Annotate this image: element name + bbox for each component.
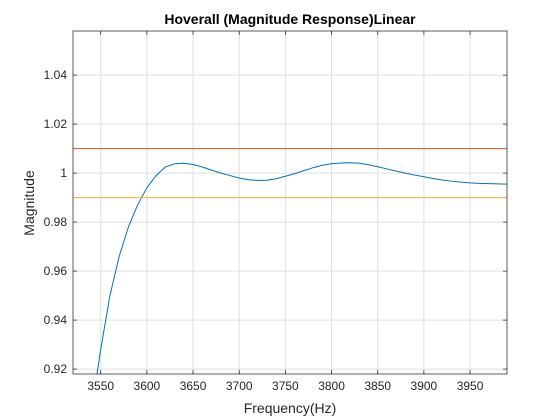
x-tick-label: 3550 [87, 379, 114, 393]
x-tick-label: 3750 [272, 379, 299, 393]
x-tick-label: 3850 [364, 379, 391, 393]
y-tick-label: 0.94 [44, 313, 68, 327]
x-tick-label: 3950 [457, 379, 484, 393]
x-axis: 3550 3600 3650 3700 3750 3800 3850 3900 3950 [87, 31, 484, 393]
plot-frame [72, 30, 508, 375]
y-tick-label: 1.04 [44, 68, 68, 82]
magnitude-response-line [96, 162, 508, 375]
y-axis-label: Magnitude [21, 170, 37, 236]
x-axis-label: Frequency(Hz) [244, 400, 337, 416]
grid [73, 31, 507, 374]
x-tick-label: 3800 [318, 379, 345, 393]
x-tick-label: 3700 [226, 379, 253, 393]
x-tick-label: 3600 [134, 379, 161, 393]
series-layer [73, 148, 508, 375]
plot-background [73, 31, 507, 374]
y-tick-label: 0.92 [44, 362, 68, 376]
chart-title: Hoverall (Magnitude Response)Linear [164, 11, 416, 27]
y-tick-label: 1.02 [44, 117, 68, 131]
x-tick-label: 3650 [180, 379, 207, 393]
y-tick-label: 0.98 [44, 215, 68, 229]
y-tick-label: 0.96 [44, 264, 68, 278]
x-tick-label: 3900 [411, 379, 438, 393]
y-axis: 0.92 0.94 0.96 0.98 1 1.02 1.04 [44, 68, 507, 376]
y-tick-label: 1 [60, 166, 67, 180]
